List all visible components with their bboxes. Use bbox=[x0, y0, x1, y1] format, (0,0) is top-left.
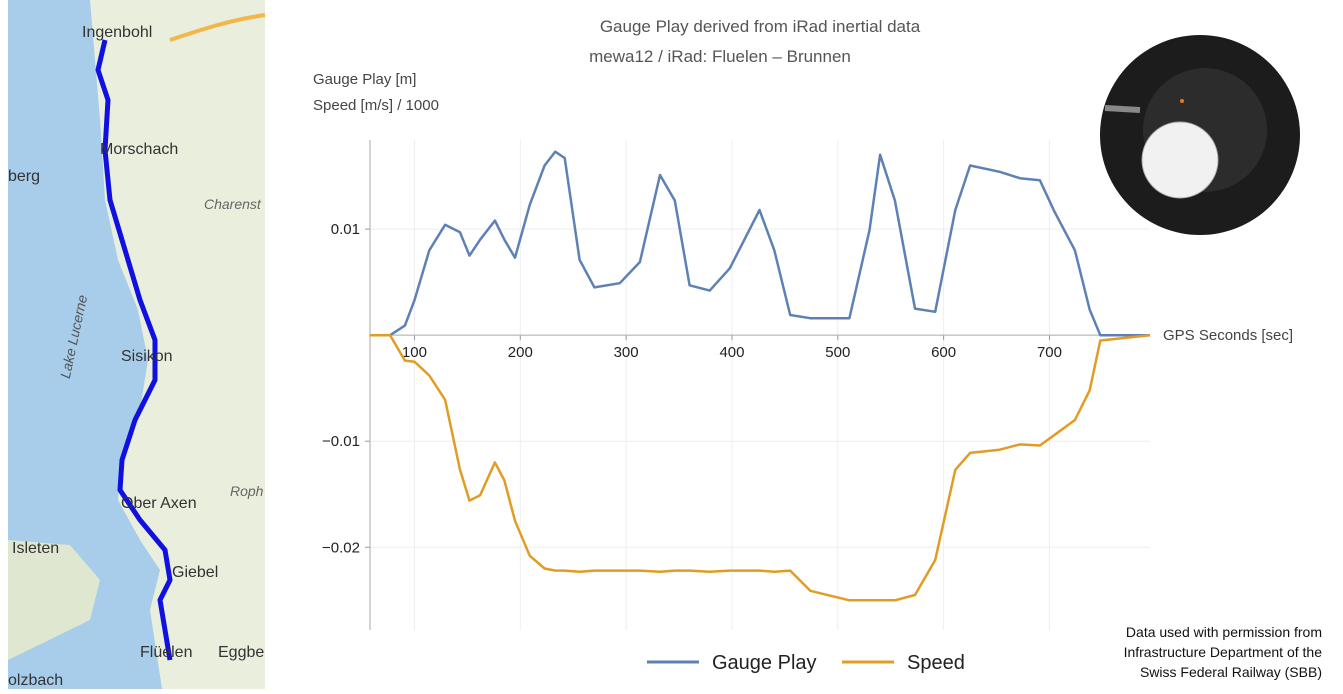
map-label: Morschach bbox=[100, 141, 178, 158]
y-tick-label: 0.01 bbox=[331, 221, 360, 238]
map-label: Flüelen bbox=[140, 644, 192, 661]
map-lake bbox=[8, 0, 162, 689]
x-tick-label: 500 bbox=[825, 344, 850, 361]
map-shore bbox=[8, 540, 100, 660]
device-sensor bbox=[1141, 121, 1219, 199]
map-label: Eggbe bbox=[218, 644, 264, 661]
device-led bbox=[1180, 99, 1184, 103]
x-tick-label: 700 bbox=[1037, 344, 1062, 361]
map-label: Roph bbox=[230, 483, 264, 499]
credit-line: Swiss Federal Railway (SBB) bbox=[1140, 664, 1322, 680]
route bbox=[95, 39, 173, 661]
series-line bbox=[370, 333, 1151, 602]
x-tick-label: 400 bbox=[719, 344, 744, 361]
legend-label: Speed bbox=[907, 652, 965, 674]
device-cable bbox=[1104, 105, 1141, 113]
y-axis-label: Speed [m/s] / 1000 bbox=[313, 97, 439, 114]
map-label: Ober Axen bbox=[121, 495, 197, 512]
map-label: Giebel bbox=[172, 564, 218, 581]
credit-line: Infrastructure Department of the bbox=[1124, 644, 1323, 660]
y-axis-label: Gauge Play [m] bbox=[313, 71, 416, 88]
map-label: Ingenbohl bbox=[82, 24, 152, 41]
series-line bbox=[370, 150, 1150, 337]
y-tick-label: −0.02 bbox=[322, 539, 360, 556]
chart-title: Gauge Play derived from iRad inertial da… bbox=[600, 17, 921, 36]
x-tick-label: 600 bbox=[931, 344, 956, 361]
credit-line: Data used with permission from bbox=[1126, 624, 1322, 640]
device-photo bbox=[1100, 35, 1300, 235]
chart-subtitle: mewa12 / iRad: Fluelen – Brunnen bbox=[589, 47, 851, 66]
map-road bbox=[169, 13, 266, 42]
x-axis-label: GPS Seconds [sec] bbox=[1163, 327, 1293, 344]
legend-label: Gauge Play bbox=[712, 652, 817, 674]
map-label: olzbach bbox=[8, 672, 63, 689]
map-label: Charenst bbox=[204, 196, 262, 212]
x-tick-label: 100 bbox=[402, 344, 427, 361]
x-tick-label: 300 bbox=[614, 344, 639, 361]
map-label: Sisikon bbox=[121, 348, 173, 365]
x-tick-label: 200 bbox=[508, 344, 533, 361]
map-label: Isleten bbox=[12, 540, 59, 557]
y-tick-label: −0.01 bbox=[322, 433, 360, 450]
map-label: berg bbox=[8, 168, 40, 185]
